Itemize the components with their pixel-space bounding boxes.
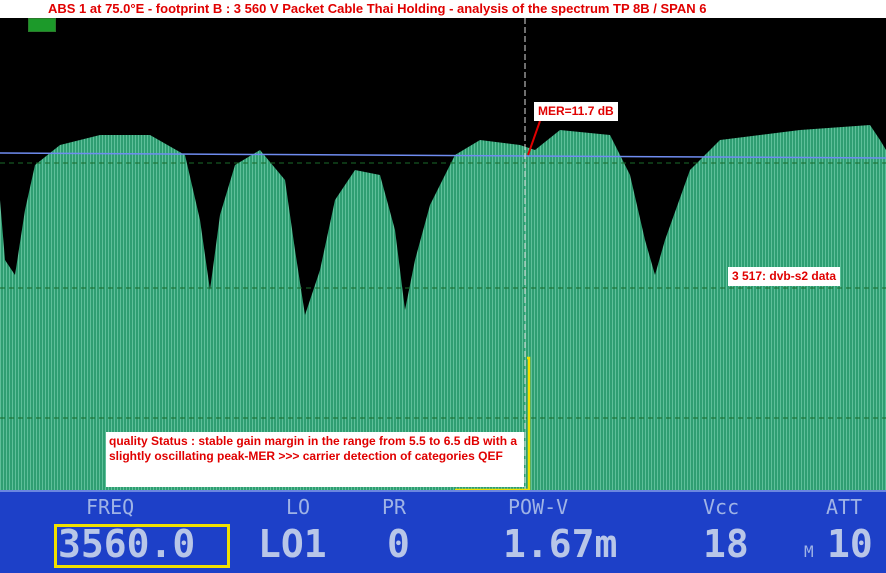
- status-bar: FREQ LO PR POW-V Vcc ATT 3560.0 LO1 0 1.…: [0, 490, 886, 573]
- pow-value: 1.67m: [503, 522, 618, 566]
- mer-pointer: [527, 120, 541, 156]
- mer-label: MER=11.7 dB: [534, 102, 618, 121]
- pow-label: POW-V: [508, 495, 569, 519]
- att-label: ATT: [826, 495, 863, 519]
- title-banner: ABS 1 at 75.0°E - footprint B : 3 560 V …: [0, 0, 886, 18]
- freq-label: FREQ: [86, 495, 135, 519]
- freq-value[interactable]: 3560.0: [58, 522, 196, 566]
- quality-pointer: [455, 356, 531, 490]
- spectrum-trace: [0, 125, 886, 490]
- battery-icon: [28, 18, 56, 32]
- spectrum-display: [0, 18, 886, 490]
- pr-label: PR: [382, 495, 407, 519]
- att-prefix: M: [804, 542, 814, 561]
- vcc-value: 18: [703, 522, 749, 566]
- freq-highlight: [54, 524, 230, 568]
- quality-status-label: quality Status : stable gain margin in t…: [106, 432, 524, 487]
- lo-label: LO: [286, 495, 311, 519]
- att-value: 10: [827, 522, 873, 566]
- vcc-label: Vcc: [703, 495, 740, 519]
- pr-value: 0: [387, 522, 410, 566]
- lo-value: LO1: [258, 522, 327, 566]
- carrier-label: 3 517: dvb-s2 data: [728, 267, 841, 286]
- reference-line: [0, 152, 886, 159]
